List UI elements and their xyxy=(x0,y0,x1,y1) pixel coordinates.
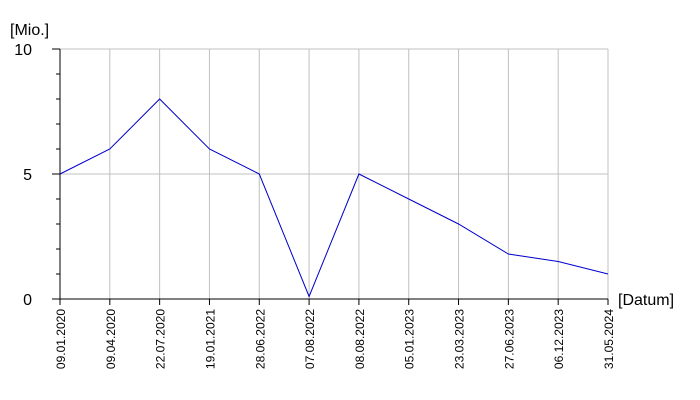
y-tick-label: 5 xyxy=(23,167,32,184)
y-axis-label: [Mio.] xyxy=(10,22,49,39)
data-line xyxy=(59,98,609,298)
x-tick-label: 09.04.2020 xyxy=(104,309,118,369)
y-tick-label: 0 xyxy=(23,292,32,309)
x-tick-label: 09.01.2020 xyxy=(54,309,68,369)
x-axis-label: [Datum] xyxy=(618,292,674,309)
x-tick-label: 05.01.2023 xyxy=(403,309,417,369)
x-tick-label: 19.01.2021 xyxy=(203,309,217,369)
x-tick-label: 28.06.2022 xyxy=(253,309,267,369)
x-tick-label: 06.12.2023 xyxy=(552,309,566,369)
x-tick-label: 08.08.2022 xyxy=(353,309,367,369)
y-tick-label: 10 xyxy=(14,42,32,59)
x-tick-label: 27.06.2023 xyxy=(502,309,516,369)
x-tick-label: 31.05.2024 xyxy=(602,309,616,369)
x-tick-label: 23.03.2023 xyxy=(453,309,467,369)
x-tick-label: 07.08.2022 xyxy=(303,309,317,369)
x-tick-label: 22.07.2020 xyxy=(154,309,168,369)
